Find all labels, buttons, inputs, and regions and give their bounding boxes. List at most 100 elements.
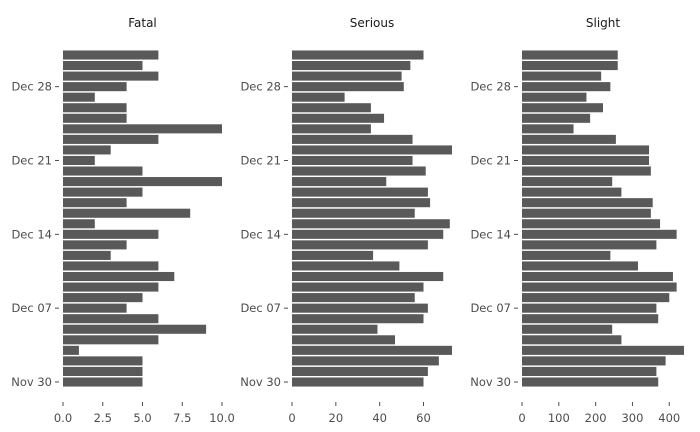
bar-dec-14	[522, 229, 677, 239]
bar-dec-01	[63, 366, 143, 376]
x-tick-label: 300	[621, 411, 643, 425]
bar-dec-25	[292, 113, 385, 123]
bar-dec-16	[63, 208, 191, 218]
bar-dec-11	[522, 261, 638, 271]
bar-dec-21	[63, 155, 95, 166]
bar-dec-06	[63, 314, 159, 324]
bar-dec-02	[63, 356, 143, 366]
bar-dec-30	[292, 61, 411, 71]
y-tick-label: Dec 14	[470, 227, 511, 241]
x-tick-label: 40	[372, 411, 387, 425]
x-tick-label: 100	[548, 411, 570, 425]
bar-dec-03	[63, 345, 79, 355]
panel-title: Fatal	[128, 16, 157, 30]
x-tick-label: 0.0	[54, 411, 72, 425]
bar-dec-24	[292, 124, 371, 134]
x-tick-label: 7.5	[173, 411, 191, 425]
bar-dec-03	[292, 345, 452, 355]
x-tick-label: 2.5	[94, 411, 112, 425]
y-tick-label: Dec 28	[240, 80, 281, 94]
bar-dec-25	[63, 113, 127, 123]
bar-dec-23	[292, 134, 413, 144]
y-tick-label: Dec 07	[240, 301, 281, 315]
bar-dec-02	[522, 356, 666, 366]
bar-dec-17	[63, 198, 127, 208]
bar-nov-30	[63, 377, 143, 387]
x-tick-label: 400	[658, 411, 680, 425]
bar-dec-22	[63, 145, 111, 155]
bar-dec-31	[522, 50, 618, 60]
bar-dec-02	[292, 356, 439, 366]
bar-dec-26	[522, 103, 603, 113]
bar-dec-07	[292, 303, 428, 313]
panel-serious: Serious Nov 30 Dec 07 Dec 14 Dec 21 Dec 28 0 20…	[240, 16, 452, 425]
bar-dec-20	[522, 166, 651, 176]
bar-dec-23	[522, 134, 616, 144]
bar-dec-31	[292, 50, 424, 60]
bar-dec-25	[522, 113, 591, 123]
bar-dec-04	[292, 335, 396, 345]
panel-title: Serious	[350, 16, 394, 30]
bar-dec-27	[522, 92, 587, 102]
bar-dec-21	[292, 155, 413, 166]
bar-dec-28	[63, 82, 127, 92]
bar-dec-29	[522, 71, 602, 81]
x-tick-label: 60	[416, 411, 431, 425]
x-tick-label: 20	[329, 411, 344, 425]
bar-dec-11	[63, 261, 159, 271]
y-tick-label: Dec 14	[240, 227, 281, 241]
bar-dec-12	[63, 250, 111, 260]
bar-dec-29	[63, 71, 159, 81]
bar-dec-09	[292, 282, 424, 292]
y-tick-label: Nov 30	[11, 375, 52, 389]
bar-dec-18	[522, 187, 622, 197]
y-tick-label: Dec 21	[470, 153, 511, 167]
bar-dec-09	[522, 282, 677, 292]
bar-nov-30	[292, 377, 424, 387]
bar-dec-20	[292, 166, 426, 176]
bar-dec-06	[522, 314, 659, 324]
bar-dec-19	[292, 177, 387, 187]
x-tick-label: 0	[288, 411, 295, 425]
bar-dec-08	[522, 293, 670, 303]
bar-dec-04	[63, 335, 159, 345]
bar-dec-17	[522, 198, 653, 208]
bar-nov-30	[522, 377, 659, 387]
bar-dec-24	[522, 124, 574, 134]
bar-dec-13	[522, 240, 657, 250]
bar-dec-10	[63, 271, 175, 282]
bar-dec-11	[292, 261, 400, 271]
bar-dec-05	[292, 324, 378, 334]
bar-dec-03	[522, 345, 684, 355]
bar-dec-12	[292, 250, 374, 260]
bar-dec-21	[522, 155, 650, 166]
x-tick-label: 5.0	[133, 411, 151, 425]
bar-dec-19	[522, 177, 613, 187]
bar-dec-27	[63, 92, 95, 102]
bar-dec-28	[522, 82, 611, 92]
panel-fatal: Fatal Nov 30 Dec 07 Dec 14 Dec 21 Dec 28 0.0 2.…	[11, 16, 235, 425]
bar-dec-08	[292, 293, 415, 303]
y-tick-label: Dec 07	[11, 301, 52, 315]
panel-slight: Slight Nov 30 Dec 07 Dec 14 Dec 21 Dec 28 0 100…	[470, 16, 684, 425]
bar-dec-13	[292, 240, 428, 250]
bar-dec-19	[63, 177, 222, 187]
bar-dec-14	[292, 229, 444, 239]
bar-dec-26	[63, 103, 127, 113]
bar-dec-05	[63, 324, 207, 334]
chart-panels: Fatal Nov 30 Dec 07 Dec 14 Dec 21 Dec 28 0.0 2.…	[11, 16, 684, 425]
bar-dec-28	[292, 82, 404, 92]
bar-dec-01	[292, 366, 428, 376]
bar-dec-04	[522, 335, 622, 345]
bar-dec-18	[292, 187, 428, 197]
bar-dec-07	[522, 303, 657, 313]
bar-dec-30	[522, 61, 618, 71]
bar-dec-15	[292, 219, 450, 229]
bar-dec-24	[63, 124, 222, 134]
bar-dec-01	[522, 366, 657, 376]
y-tick-label: Dec 14	[11, 227, 52, 241]
bar-dec-15	[63, 219, 95, 229]
y-tick-label: Dec 21	[11, 153, 52, 167]
bar-dec-14	[63, 229, 159, 239]
